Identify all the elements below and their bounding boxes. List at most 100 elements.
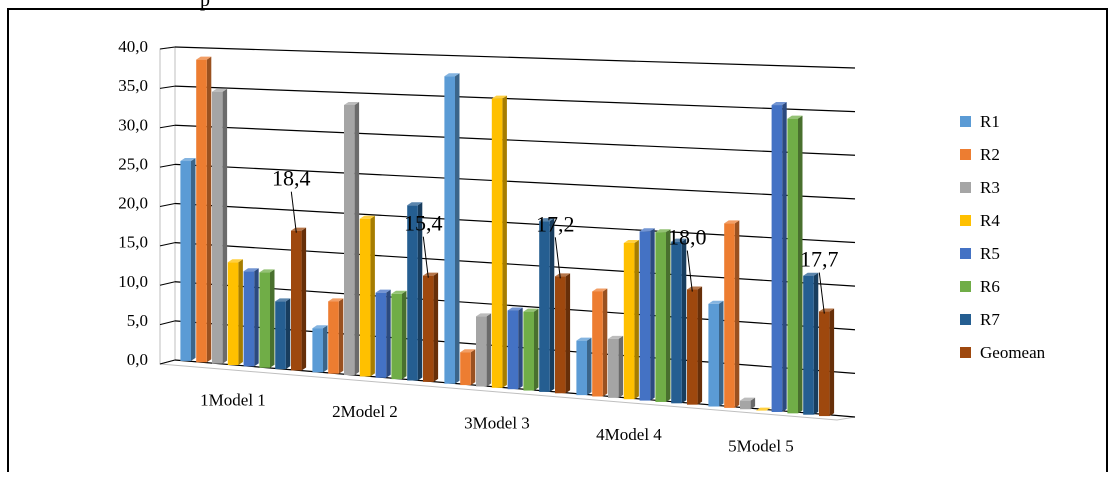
caption-fragment: p: [200, 0, 210, 11]
bar-top: [344, 101, 360, 105]
annotation-leader: [818, 272, 825, 314]
bar-front: [275, 301, 286, 370]
bar-r2-5: [724, 220, 740, 408]
bar-top: [407, 202, 423, 206]
bar-r6-5: [787, 115, 803, 414]
bar-geomean-2: [423, 272, 439, 382]
bar-front: [724, 223, 735, 408]
bar-front: [344, 104, 355, 376]
bar-side: [301, 227, 307, 371]
annotation-leader: [686, 250, 693, 292]
bar-top: [312, 325, 328, 329]
bar-side: [587, 337, 592, 396]
y-tick-label: 0,0: [127, 350, 148, 369]
bar-front: [196, 59, 207, 363]
annotation-leader: [422, 236, 429, 278]
bar-front: [639, 231, 651, 401]
bar-r1-4: [576, 337, 592, 396]
bar-r4-5: [755, 407, 771, 411]
gridline: [174, 124, 856, 156]
bar-r6-4: [655, 229, 671, 402]
bar-side: [338, 298, 344, 374]
bar-geomean-5: [819, 308, 835, 417]
legend-swatch: [960, 281, 971, 292]
bar-r5-3: [507, 307, 523, 390]
bar-r1-1: [180, 158, 196, 361]
bar-top: [359, 215, 375, 219]
legend: R1 R2 R3 R4 R5 R6 R7 Geomean: [960, 112, 1046, 362]
bar-top: [212, 88, 228, 92]
bar-front: [243, 271, 255, 367]
legend-swatch: [960, 149, 971, 160]
gridline: [174, 242, 856, 287]
bar-top: [507, 307, 523, 311]
bars: [180, 56, 835, 417]
bar-top: [460, 349, 476, 353]
bar-geomean-4: [687, 286, 703, 405]
x-tick-label: 2Model 2: [332, 402, 398, 421]
bar-front: [708, 303, 719, 407]
legend-label: R5: [980, 244, 1000, 263]
geomean-annotation: 18,4: [272, 166, 311, 191]
legend-swatch: [960, 116, 971, 127]
x-axis-tick-labels: 1Model 1 2Model 2 3Model 3 4Model 4 5Model 5: [200, 391, 794, 456]
bar-front: [212, 91, 223, 364]
bar-top: [655, 229, 671, 233]
y-tick-label: 30,0: [118, 115, 148, 134]
bar-side: [829, 308, 835, 417]
bar-top: [196, 56, 212, 60]
bar-side: [750, 397, 756, 410]
bar-r5-1: [243, 268, 259, 367]
y-tick-label: 5,0: [127, 311, 148, 330]
bar-side: [650, 228, 655, 401]
gridline-side: [159, 203, 176, 207]
bar-side: [798, 115, 803, 414]
geomean-annotation: 17,7: [800, 247, 839, 272]
bar-top: [391, 290, 407, 294]
bar-top: [755, 407, 771, 411]
bar-front: [623, 242, 635, 400]
gridline-side: [159, 85, 176, 89]
gridline: [174, 163, 856, 200]
bar-side: [782, 102, 787, 412]
bar-side: [697, 286, 703, 405]
bar-top: [476, 313, 492, 317]
bar-front: [771, 105, 783, 412]
bar-front: [539, 221, 550, 392]
bar-top: [708, 300, 724, 304]
bar-top: [275, 298, 291, 302]
legend-label: R4: [980, 211, 1000, 230]
bar-r4-1: [227, 259, 243, 366]
bar-side: [681, 238, 687, 404]
bar-front: [227, 262, 239, 366]
bar-side: [602, 288, 608, 397]
legend-label: R2: [980, 145, 1000, 164]
gridlines: [159, 46, 856, 418]
bar-top: [787, 115, 803, 119]
figure-border: [7, 8, 1108, 477]
bar-front: [444, 76, 455, 384]
bar-r6-1: [259, 269, 275, 368]
bar-top: [539, 218, 555, 222]
bar-top: [328, 298, 344, 302]
bar-side: [518, 307, 523, 390]
bar-top: [687, 286, 703, 290]
legend-swatch: [960, 314, 971, 325]
bar-r3-3: [476, 313, 492, 387]
bar-top: [423, 272, 439, 276]
bar-front: [555, 276, 566, 394]
legend-label: R1: [980, 112, 1000, 131]
bar-side: [502, 95, 507, 388]
bar-r2-4: [592, 288, 608, 397]
geomean-annotations: 18,4 15,4 17,2 18,0 17,7: [272, 166, 839, 314]
bar-r1-5: [708, 300, 724, 407]
geomean-annotation: 18,0: [668, 225, 707, 250]
bar-front: [576, 340, 587, 396]
bar-r2-3: [460, 349, 476, 386]
bar-r2-2: [328, 298, 344, 374]
bar-top: [227, 259, 243, 263]
bar-side: [254, 268, 259, 367]
bar-top: [555, 273, 571, 277]
bar-geomean-1: [291, 227, 307, 371]
bar-top: [740, 397, 756, 401]
